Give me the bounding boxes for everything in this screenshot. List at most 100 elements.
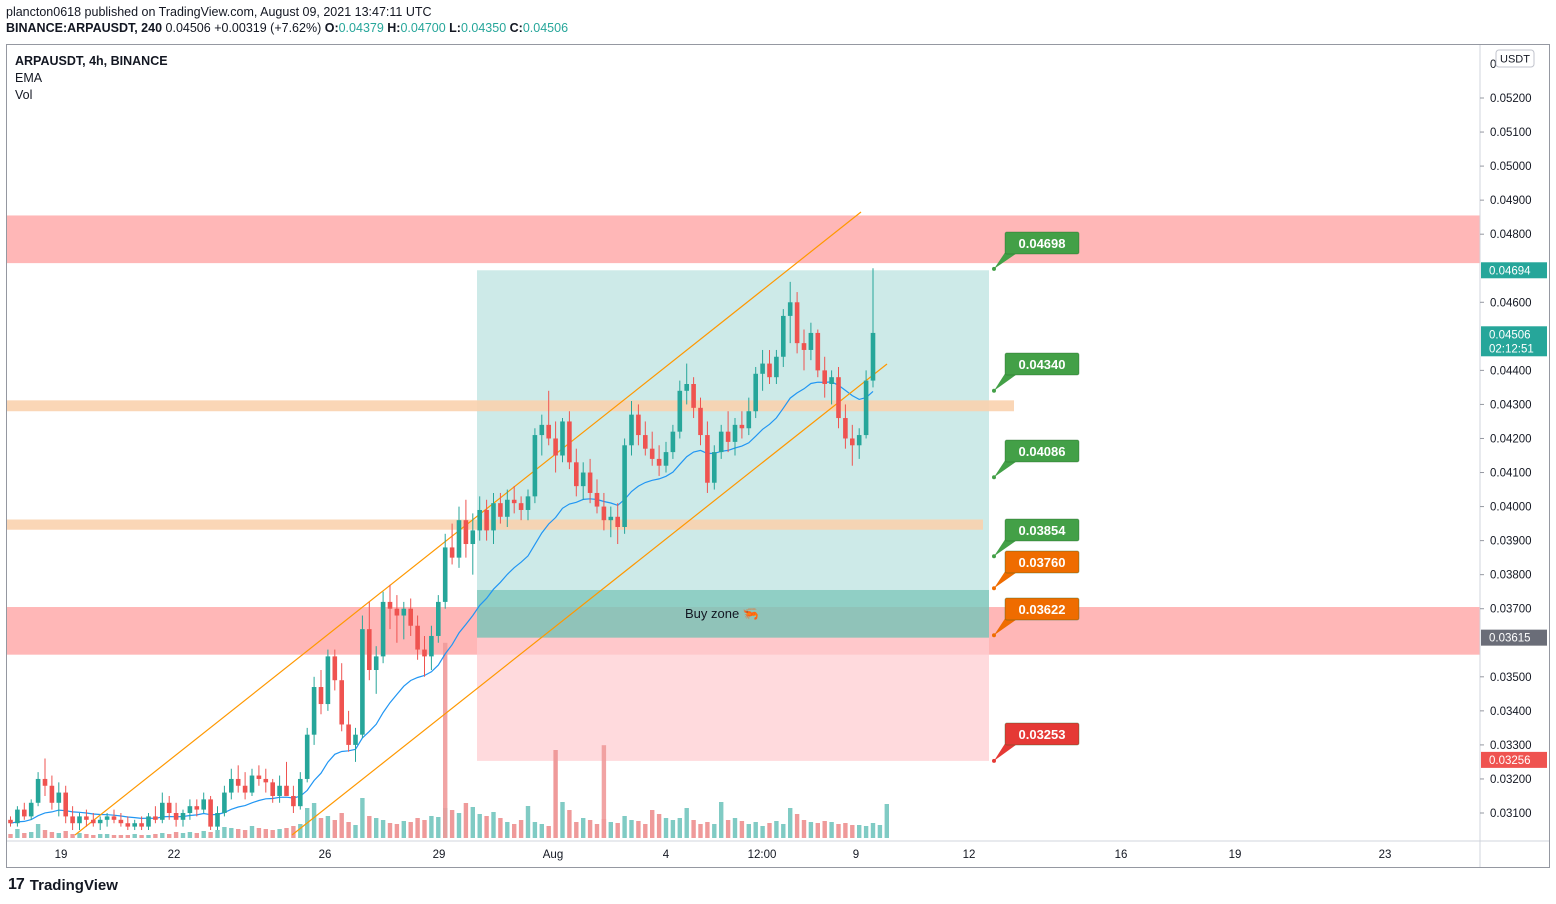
target-callout-box[interactable] <box>1004 550 1080 574</box>
candle-body[interactable] <box>539 424 545 436</box>
candle-body[interactable] <box>449 547 455 558</box>
candle-body[interactable] <box>436 601 441 636</box>
candle-body[interactable] <box>429 635 434 657</box>
candle-body[interactable] <box>415 625 420 650</box>
candle-body[interactable] <box>346 724 351 745</box>
target-callout-text[interactable]: 0.03760 <box>1019 555 1066 570</box>
candle-body[interactable] <box>518 503 524 510</box>
candle-body[interactable] <box>484 509 489 531</box>
candle-body[interactable] <box>629 414 634 446</box>
candle-body[interactable] <box>173 812 179 820</box>
candle-body[interactable] <box>560 421 565 456</box>
candle-body[interactable] <box>580 472 586 487</box>
candle-body[interactable] <box>829 377 834 384</box>
candle-body[interactable] <box>42 778 48 786</box>
candle-body[interactable] <box>656 458 662 466</box>
candle-body[interactable] <box>760 363 765 374</box>
candle-body[interactable] <box>35 778 41 803</box>
candle-body[interactable] <box>746 411 752 429</box>
candle-body[interactable] <box>546 424 551 439</box>
target-callout-box[interactable] <box>1004 597 1080 621</box>
candle-body[interactable] <box>505 499 510 517</box>
candle-body[interactable] <box>408 608 413 626</box>
candle-body[interactable] <box>567 421 572 463</box>
target-callout-text[interactable]: 0.04086 <box>1019 444 1066 459</box>
candle-body[interactable] <box>180 812 186 820</box>
target-callout-text[interactable]: 0.04340 <box>1019 357 1066 372</box>
candle-body[interactable] <box>22 809 27 817</box>
candle-body[interactable] <box>774 356 779 378</box>
target-callout-box[interactable] <box>1004 352 1080 376</box>
candle-body[interactable] <box>15 809 20 824</box>
candle-body[interactable] <box>84 816 89 820</box>
target-callout-text[interactable]: 0.03253 <box>1019 727 1066 742</box>
legend-symbol[interactable]: ARPAUSDT, 4h, BINANCE <box>15 54 168 68</box>
candle-body[interactable] <box>781 315 786 357</box>
candle-body[interactable] <box>304 734 310 779</box>
candle-body[interactable] <box>373 656 379 670</box>
candle-body[interactable] <box>822 370 827 384</box>
target-callout-box[interactable] <box>1004 439 1080 463</box>
candle-body[interactable] <box>553 438 558 456</box>
candle-body[interactable] <box>160 802 165 820</box>
candle-body[interactable] <box>194 806 200 810</box>
candle-body[interactable] <box>608 516 614 521</box>
target-callout-text[interactable]: 0.03622 <box>1019 602 1066 617</box>
candle-body[interactable] <box>574 462 579 487</box>
candle-body[interactable] <box>318 687 324 705</box>
candle-body[interactable] <box>332 656 338 681</box>
candle-body[interactable] <box>705 435 710 483</box>
candle-body[interactable] <box>649 448 655 459</box>
candle-body[interactable] <box>491 503 496 531</box>
target-callout-text[interactable]: 0.03854 <box>1019 523 1067 538</box>
candle-body[interactable] <box>753 373 758 412</box>
candle-body[interactable] <box>325 656 331 705</box>
legend-ema[interactable]: EMA <box>15 71 43 85</box>
candle-body[interactable] <box>622 445 627 527</box>
candle-body[interactable] <box>470 530 476 545</box>
candle-body[interactable] <box>360 629 365 735</box>
candle-body[interactable] <box>298 778 303 807</box>
candle-body[interactable] <box>801 343 807 350</box>
candle-body[interactable] <box>49 785 55 803</box>
candle-body[interactable] <box>636 414 641 436</box>
candle-body[interactable] <box>104 816 110 820</box>
candle-body[interactable] <box>787 302 793 316</box>
candle-body[interactable] <box>463 520 469 545</box>
candle-body[interactable] <box>725 431 731 442</box>
candle-body[interactable] <box>111 816 117 820</box>
candle-body[interactable] <box>311 687 317 735</box>
candle-body[interactable] <box>698 407 703 436</box>
candle-body[interactable] <box>836 377 841 419</box>
candle-body[interactable] <box>718 431 724 453</box>
candle-body[interactable] <box>394 608 400 616</box>
candle-body[interactable] <box>691 383 696 408</box>
candle-body[interactable] <box>594 492 600 507</box>
candle-body[interactable] <box>284 785 289 796</box>
candle-body[interactable] <box>277 785 282 796</box>
candle-body[interactable] <box>643 435 648 449</box>
candle-body[interactable] <box>222 792 227 813</box>
candle-body[interactable] <box>256 775 262 779</box>
candle-body[interactable] <box>146 816 151 827</box>
target-callout-box[interactable] <box>1004 231 1080 255</box>
target-callout-box[interactable] <box>1004 518 1080 542</box>
candle-body[interactable] <box>863 380 869 436</box>
candle-body[interactable] <box>367 629 372 670</box>
target-callout-box[interactable] <box>1004 722 1080 746</box>
candle-body[interactable] <box>870 332 876 381</box>
candle-body[interactable] <box>401 608 407 616</box>
candle-body[interactable] <box>139 823 144 827</box>
candle-body[interactable] <box>132 823 137 827</box>
candle-body[interactable] <box>63 792 68 817</box>
candle-body[interactable] <box>380 601 386 657</box>
candle-body[interactable] <box>166 802 172 813</box>
candle-body[interactable] <box>442 547 448 602</box>
candle-body[interactable] <box>97 819 103 824</box>
candle-body[interactable] <box>684 383 689 391</box>
candle-body[interactable] <box>511 499 517 504</box>
candle-body[interactable] <box>663 452 669 466</box>
legend-vol[interactable]: Vol <box>15 88 33 102</box>
candle-body[interactable] <box>242 785 248 793</box>
